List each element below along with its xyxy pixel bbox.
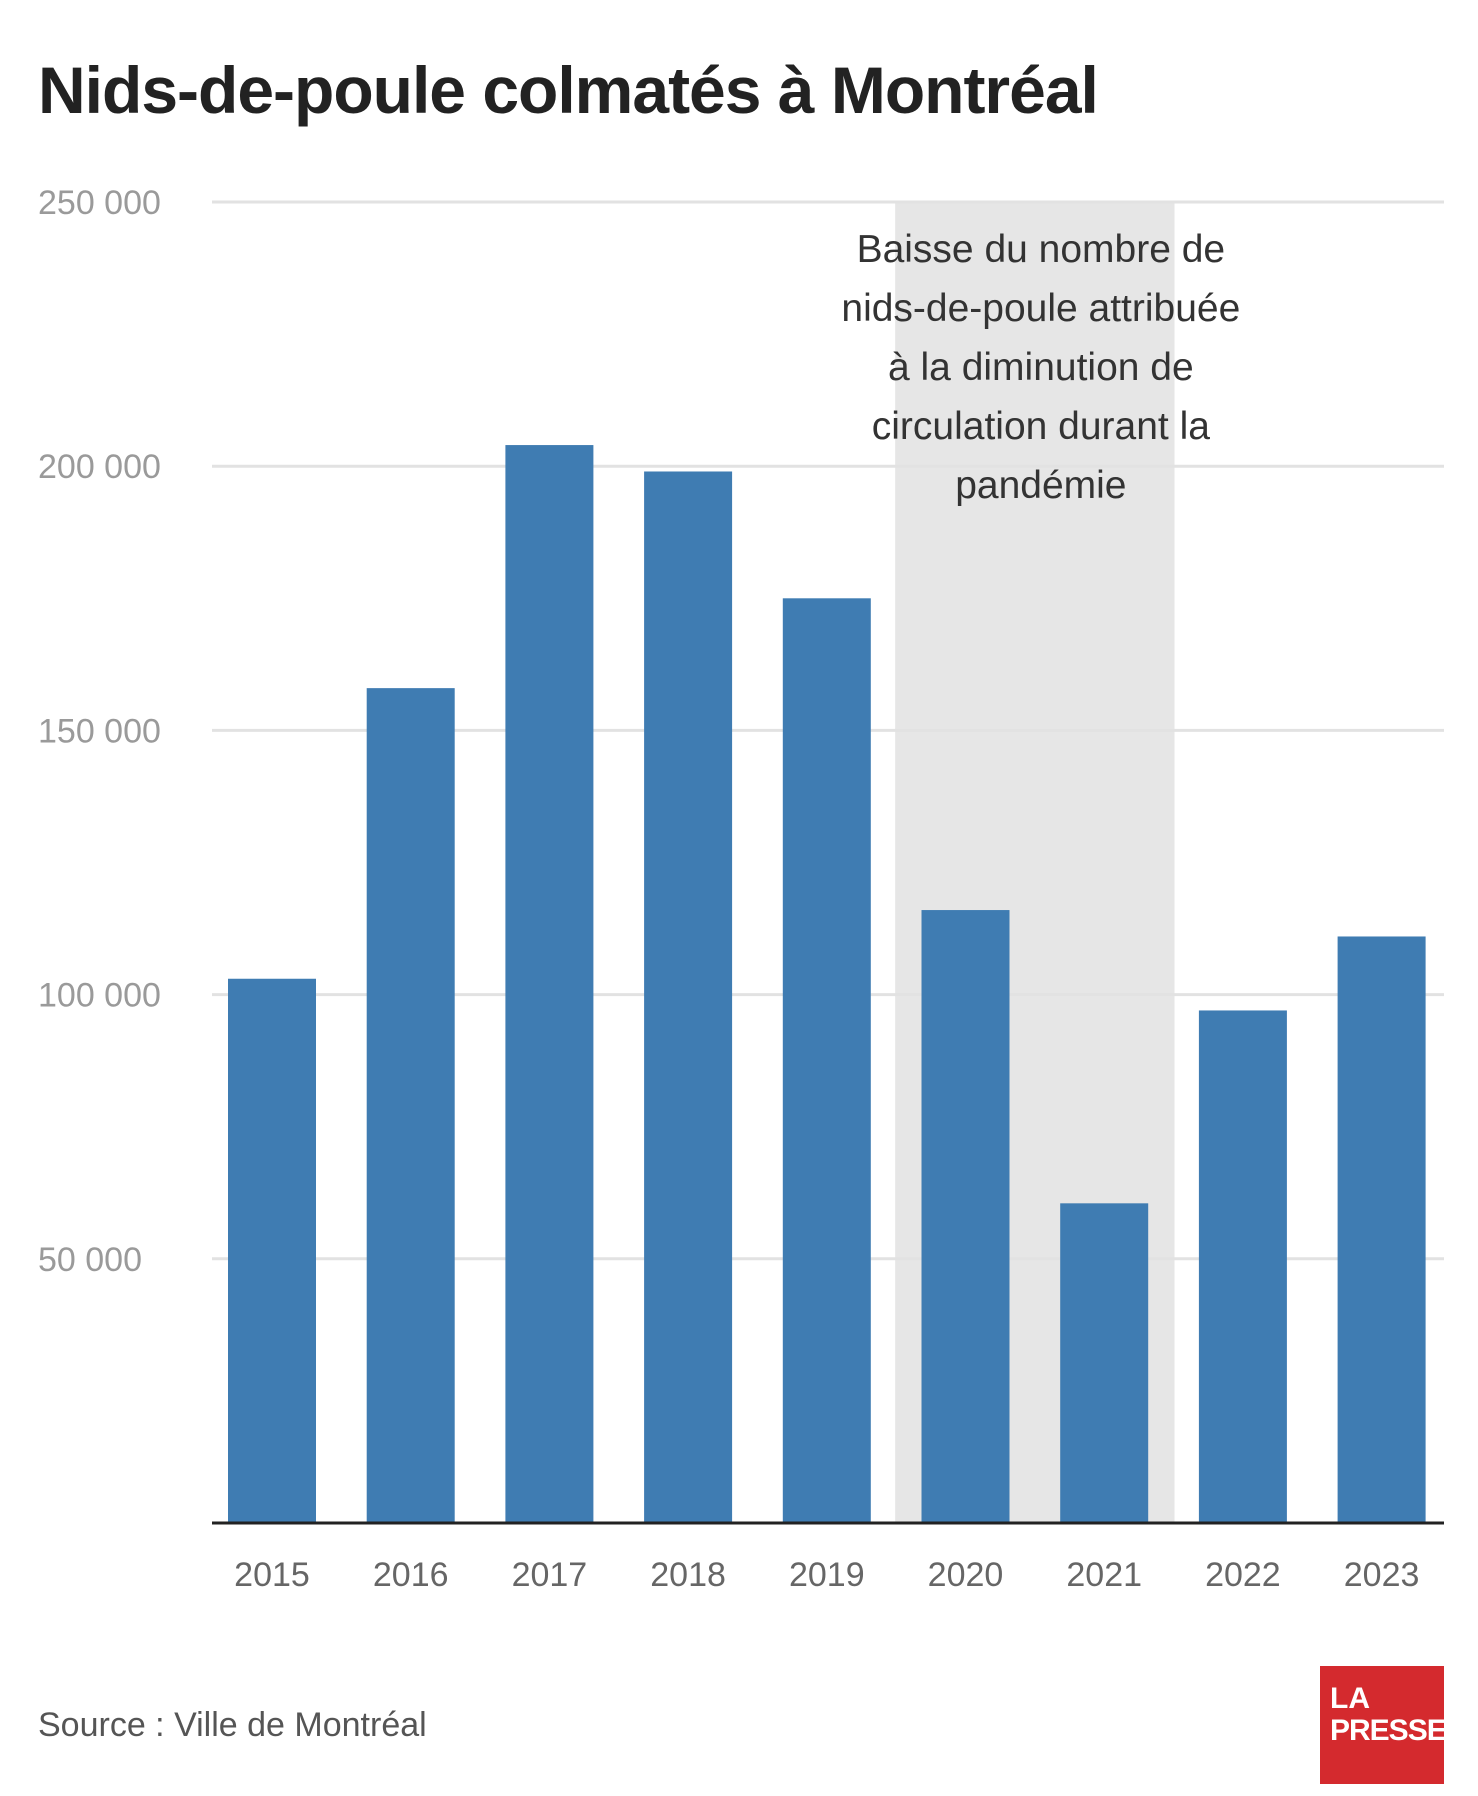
y-tick-label: 200 000 — [38, 448, 161, 486]
x-tick-label: 2019 — [789, 1556, 865, 1594]
labels-layer: 50 000 100 000 150 000 200 000 250 000 2015 20… — [38, 184, 1419, 1594]
y-tick-label: 100 000 — [38, 977, 161, 1015]
la-presse-logo: LA PRESSE — [1320, 1666, 1447, 1784]
y-tick-label: 50 000 — [38, 1241, 142, 1279]
annotation-line: Baisse du nombre de — [857, 228, 1226, 271]
bar-chart: 50 000 100 000 150 000 200 000 250 000 2015 20… — [38, 184, 1444, 1594]
y-tick-label: 150 000 — [38, 712, 161, 750]
logo-line-1: LA — [1330, 1682, 1370, 1715]
bar-2021 — [1060, 1203, 1149, 1523]
annotation-line: à la diminution de — [888, 346, 1194, 389]
x-tick-label: 2016 — [373, 1556, 449, 1594]
bar-2015 — [228, 978, 316, 1523]
bar-2018 — [644, 471, 733, 1523]
annotation-line: circulation durant la — [872, 405, 1210, 448]
bars-layer — [228, 445, 1426, 1524]
x-tick-label: 2020 — [928, 1556, 1004, 1594]
x-tick-label: 2023 — [1344, 1556, 1420, 1594]
x-tick-label: 2015 — [234, 1556, 310, 1594]
bar-2022 — [1198, 1010, 1287, 1523]
chart-title: Nids-de-poule colmatés à Montréal — [38, 53, 1099, 127]
x-tick-label: 2018 — [650, 1556, 726, 1594]
bar-2017 — [505, 445, 594, 1524]
x-tick-label: 2022 — [1205, 1556, 1281, 1594]
bar-2020 — [921, 910, 1010, 1523]
annotation-line: nids-de-poule attribuée — [841, 287, 1240, 330]
source-note: Source : Ville de Montréal — [38, 1706, 427, 1744]
y-tick-label: 250 000 — [38, 184, 161, 222]
bar-2016 — [366, 688, 455, 1523]
bar-2023 — [1337, 936, 1426, 1523]
annotation-layer: Baisse du nombre de nids-de-poule attribu… — [841, 228, 1240, 507]
x-tick-label: 2021 — [1066, 1556, 1142, 1594]
annotation-line: pandémie — [955, 464, 1126, 507]
logo-line-2: PRESSE — [1330, 1714, 1447, 1747]
bar-2019 — [782, 598, 871, 1523]
x-tick-label: 2017 — [512, 1556, 588, 1594]
